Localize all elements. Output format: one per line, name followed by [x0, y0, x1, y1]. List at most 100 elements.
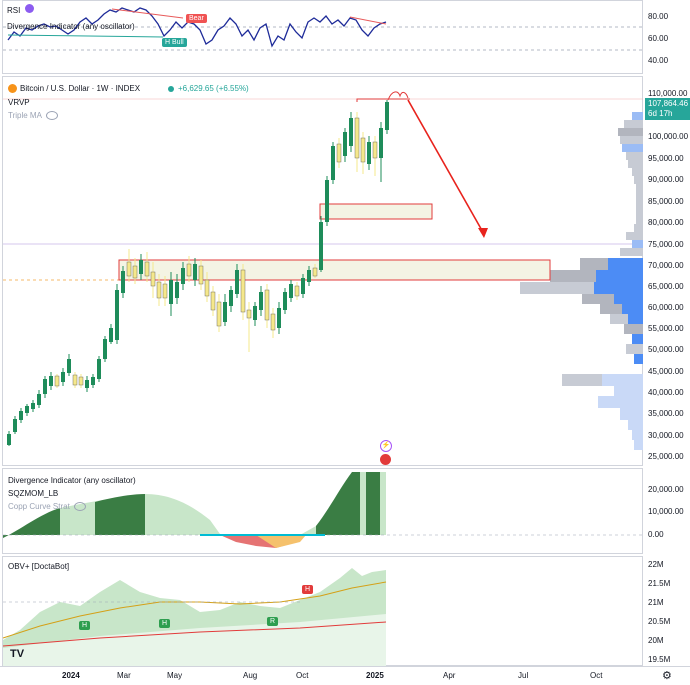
rsi-y-label: 80.00 — [648, 12, 669, 21]
candles — [7, 100, 389, 446]
rsi-frame — [2, 0, 643, 74]
price-y-axis[interactable]: 110,000.00 107,864.46 6d 17h 100,000.00 … — [644, 76, 690, 466]
price-chart — [3, 91, 643, 450]
x-label: Mar — [117, 671, 131, 680]
x-label: 2025 — [366, 671, 384, 680]
price-y-label: 80,000.00 — [648, 218, 684, 227]
momentum-dark-4 — [366, 472, 380, 535]
obv-y-label: 22M — [648, 560, 664, 569]
hbull-divergence-line — [7, 34, 164, 38]
rsi-y-label: 40.00 — [648, 56, 669, 65]
flag-event-icon[interactable] — [380, 454, 391, 465]
obv-r-tag: R — [267, 617, 279, 626]
tradingview-logo-icon[interactable]: TV — [10, 648, 25, 660]
vrvp-label[interactable]: VRVP — [8, 98, 30, 107]
obv-y-label: 19.5M — [648, 655, 671, 664]
rsi-indicator-label: Divergence Indicator (any oscillator) — [7, 22, 135, 31]
price-y-label: 55,000.00 — [648, 324, 684, 333]
rsi-y-axis: 80.00 60.00 40.00 — [644, 0, 690, 74]
momentum-negative-2 — [256, 535, 306, 548]
price-y-label: 95,000.00 — [648, 154, 684, 163]
obv-signal-line — [2, 581, 387, 639]
price-change: +6,629.65 (+6.55%) — [178, 84, 249, 93]
x-label: Jul — [518, 671, 529, 680]
obv-title[interactable]: OBV+ [DoctaBot] — [8, 562, 70, 571]
last-price-value: 107,864.46 — [648, 99, 689, 108]
triple-ma-label[interactable]: Triple MA — [8, 111, 42, 120]
price-y-label: 90,000.00 — [648, 175, 684, 184]
price-y-label: 45,000.00 — [648, 367, 684, 376]
eye-icon[interactable] — [74, 502, 86, 511]
obv-y-label: 21M — [648, 598, 664, 607]
x-label: May — [167, 671, 183, 680]
x-label: 2024 — [62, 671, 80, 680]
eye-icon[interactable] — [46, 111, 58, 120]
x-label: Oct — [590, 671, 603, 680]
symbol-title[interactable]: Bitcoin / U.S. Dollar · 1W · INDEX — [20, 84, 141, 93]
volume-profile — [520, 112, 643, 450]
projection-arrowhead — [478, 228, 488, 238]
squeeze-y-label: 10,000.00 — [648, 507, 684, 516]
obv-pane[interactable]: OBV+ [DoctaBot] H H R H TV 22M 21.5M 21M… — [0, 556, 690, 666]
top-curl — [387, 91, 409, 101]
rsi-pane[interactable]: RSI Divergence Indicator (any oscillator… — [0, 0, 690, 74]
price-y-label: 85,000.00 — [648, 197, 684, 206]
squeeze-y-axis: 20,000.00 10,000.00 0.00 — [644, 468, 690, 554]
price-y-label: 100,000.00 — [648, 132, 689, 141]
obv-h-bear-tag: H — [302, 585, 314, 594]
price-y-label: 40,000.00 — [648, 388, 684, 397]
hbull-tag: H Bull — [162, 38, 187, 47]
x-label: Apr — [443, 671, 456, 680]
price-y-label: 75,000.00 — [648, 240, 684, 249]
top-line — [356, 98, 410, 102]
obv-h-tag: H — [159, 619, 171, 628]
momentum-dark-2 — [95, 494, 145, 535]
price-y-label: 25,000.00 — [648, 452, 684, 461]
obv-y-axis: 22M 21.5M 21M 20.5M 20M 19.5M — [644, 556, 690, 666]
obv-y-label: 20.5M — [648, 617, 671, 626]
status-dot-icon — [168, 86, 174, 92]
rsi-y-label: 60.00 — [648, 34, 669, 43]
rsi-settings-icon[interactable] — [25, 4, 34, 13]
obv-y-label: 21.5M — [648, 579, 671, 588]
price-y-label: 50,000.00 — [648, 345, 684, 354]
price-pane[interactable]: Bitcoin / U.S. Dollar · 1W · INDEX +6,62… — [0, 76, 690, 466]
last-price-tag: 107,864.46 6d 17h — [645, 98, 690, 120]
squeeze-chart — [3, 472, 643, 548]
divergence-indicator-label[interactable]: Divergence Indicator (any oscillator) — [8, 476, 136, 485]
squeeze-frame — [2, 468, 643, 554]
squeeze-y-label: 20,000.00 — [648, 485, 684, 494]
bar-countdown: 6d 17h — [648, 109, 673, 118]
price-y-label: 60,000.00 — [648, 303, 684, 312]
flash-event-icon[interactable]: ⚡ — [380, 440, 392, 452]
price-y-label: 30,000.00 — [648, 431, 684, 440]
sqzmom-label[interactable]: SQZMOM_LB — [8, 489, 59, 498]
obv-y-label: 20M — [648, 636, 664, 645]
x-label: Aug — [243, 671, 258, 680]
price-y-label: 70,000.00 — [648, 261, 684, 270]
bear-divergence-line-2 — [349, 16, 387, 25]
obv-lower-area — [3, 614, 386, 666]
rsi-line — [7, 7, 387, 48]
price-y-label: 65,000.00 — [648, 282, 684, 291]
rsi-title: RSI — [7, 6, 21, 15]
settings-gear-icon[interactable]: ⚙ — [662, 670, 672, 682]
rsi-chart — [3, 7, 643, 51]
symbol-logo-icon — [8, 84, 17, 93]
price-y-label: 110,000.00 — [648, 89, 688, 98]
momentum-dark-1 — [3, 508, 60, 538]
time-axis[interactable]: 2024 Mar May Aug Oct 2025 Apr Jul Oct ⚙ — [0, 666, 690, 685]
squeeze-y-label: 0.00 — [648, 530, 664, 539]
projection-arrow — [407, 99, 485, 235]
support-zone — [118, 259, 551, 281]
bear-tag: Bear — [186, 14, 207, 23]
obv-h-tag: H — [79, 621, 91, 630]
imbalance-zone — [319, 203, 433, 220]
squeeze-pane[interactable]: Divergence Indicator (any oscillator) SQ… — [0, 468, 690, 554]
price-y-label: 35,000.00 — [648, 409, 684, 418]
copp-curve-label[interactable]: Copp Curve Strat — [8, 502, 70, 511]
bear-divergence-line — [111, 8, 184, 19]
x-label: Oct — [296, 671, 309, 680]
momentum-dark-3 — [316, 472, 360, 535]
obv-chart — [2, 568, 387, 666]
